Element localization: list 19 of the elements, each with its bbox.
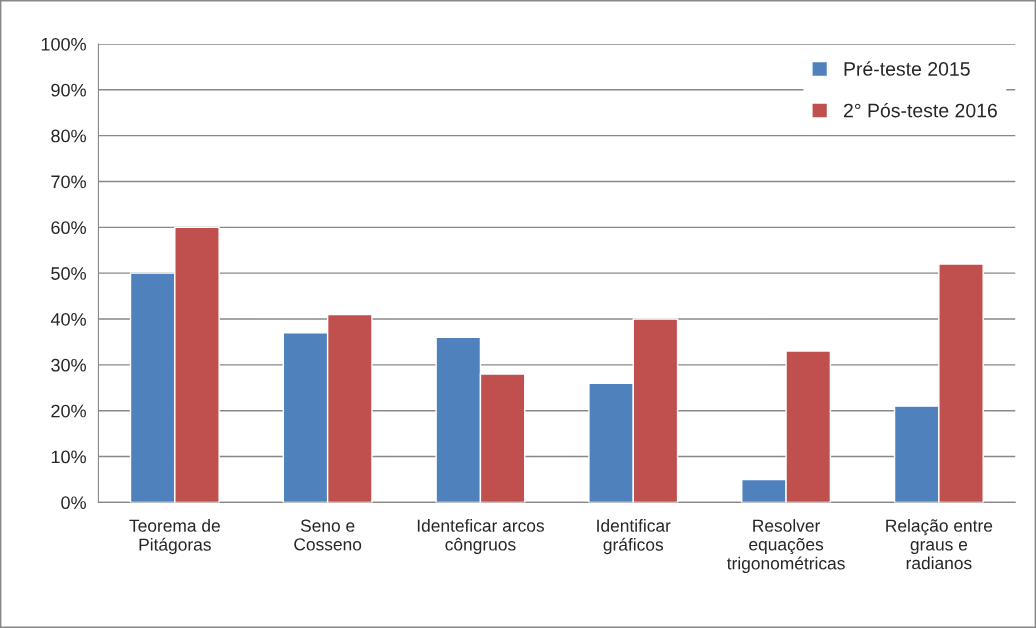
y-tick-label: 50% (51, 267, 86, 280)
y-tick-label: 40% (50, 312, 86, 326)
y-tick-label: 80% (51, 129, 86, 143)
y-tick-label: 60% (51, 221, 86, 235)
x-tick-label: Identeficar arcos côngruos (417, 519, 544, 555)
y-tick-label: 70% (51, 175, 86, 189)
y-tick-label: 20% (51, 404, 86, 418)
y-tick-label: 30% (51, 358, 86, 372)
legend-label: Pré-teste 2015 (844, 61, 970, 76)
x-tick-label: Seno e Cosseno (294, 519, 362, 551)
y-tick-label: 10% (51, 450, 86, 464)
x-tick-label: Relação entre graus e radianos (886, 519, 993, 570)
y-tick-label: 0% (61, 496, 86, 510)
y-tick-label: 90% (51, 83, 86, 97)
x-tick-label: Identificar gráficos (597, 519, 671, 555)
y-tick-label: 100% (41, 37, 86, 51)
legend-label: 2° Pós-teste 2016 (843, 102, 997, 118)
x-tick-label: Teorema de Pitágoras (129, 519, 220, 555)
x-tick-label: Resolver equações trigonométricas (726, 519, 845, 573)
